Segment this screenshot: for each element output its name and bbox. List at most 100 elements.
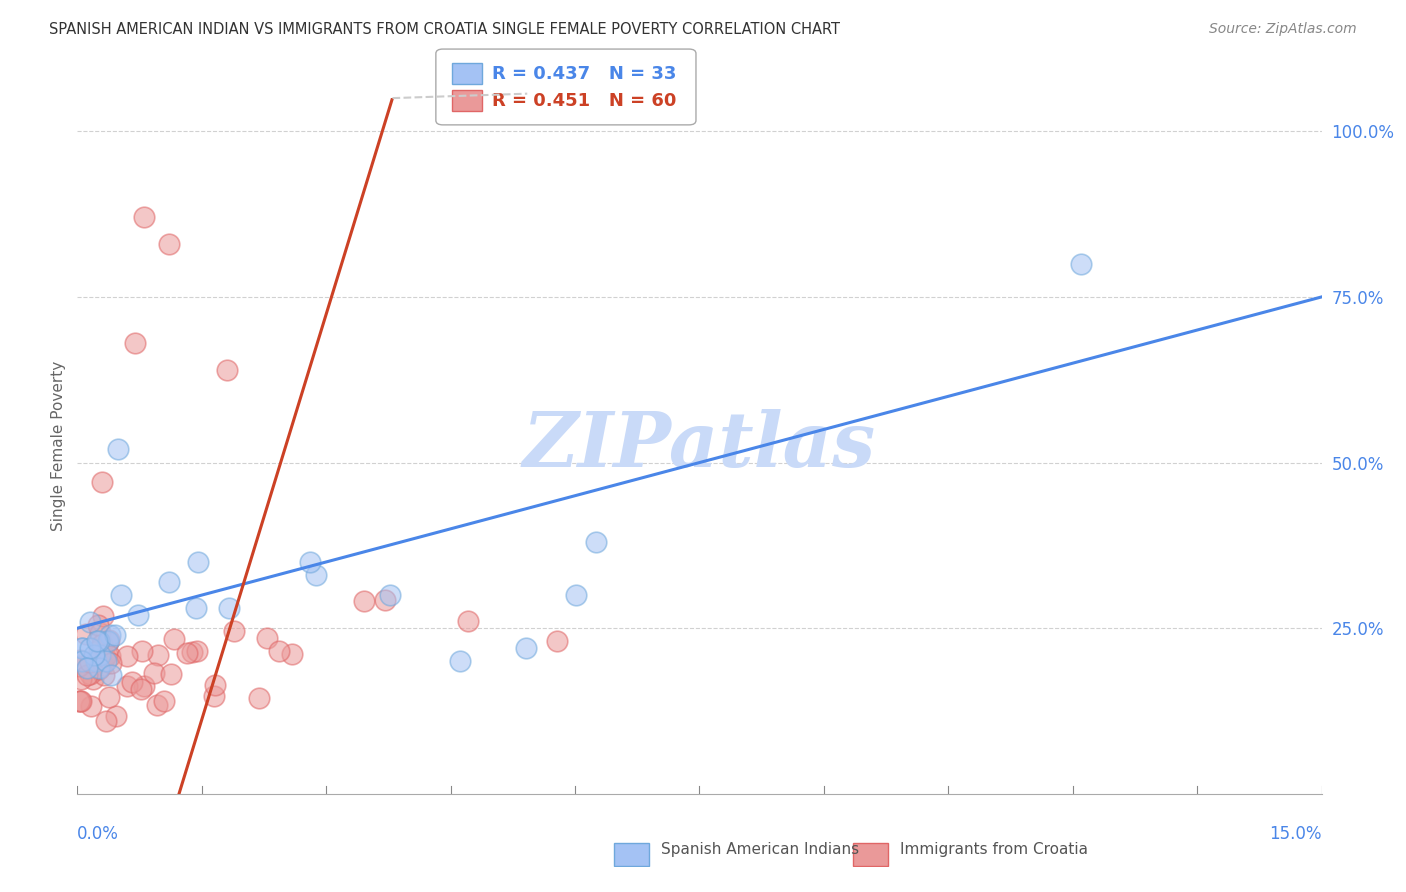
Point bbox=[98, 648, 121, 663]
Bar bbox=[453, 63, 482, 84]
Point bbox=[115, 648, 138, 663]
Point bbox=[180, 645, 202, 659]
Point bbox=[204, 678, 226, 692]
Point bbox=[184, 601, 207, 615]
Point bbox=[107, 442, 129, 457]
Point bbox=[89, 625, 111, 640]
Point bbox=[87, 661, 110, 675]
Point bbox=[115, 679, 138, 693]
Point bbox=[69, 694, 91, 708]
Point bbox=[163, 632, 186, 647]
Text: 0.0%: 0.0% bbox=[77, 825, 120, 843]
Point bbox=[145, 698, 167, 713]
Point bbox=[131, 644, 153, 658]
Point bbox=[79, 655, 101, 669]
Point bbox=[546, 634, 568, 648]
Point bbox=[87, 634, 110, 648]
Point bbox=[157, 236, 180, 251]
Point bbox=[222, 624, 245, 638]
Point bbox=[186, 644, 208, 658]
Point bbox=[67, 659, 90, 673]
Point bbox=[247, 691, 270, 706]
Point bbox=[380, 588, 402, 602]
Point bbox=[157, 574, 180, 589]
Point bbox=[269, 644, 291, 658]
Point bbox=[100, 667, 122, 681]
Point bbox=[515, 641, 537, 656]
Point bbox=[160, 666, 183, 681]
Point bbox=[449, 654, 471, 668]
Point bbox=[129, 681, 152, 696]
Point bbox=[70, 694, 93, 708]
Point bbox=[121, 674, 143, 689]
Point bbox=[281, 648, 304, 662]
Point bbox=[69, 673, 91, 687]
Point bbox=[89, 643, 111, 657]
Point bbox=[143, 666, 166, 681]
Point bbox=[67, 694, 90, 708]
Point bbox=[70, 654, 93, 668]
Point bbox=[97, 634, 120, 648]
Text: Source: ZipAtlas.com: Source: ZipAtlas.com bbox=[1209, 22, 1357, 37]
Point bbox=[97, 690, 120, 705]
Point bbox=[70, 641, 93, 656]
Point bbox=[86, 654, 108, 668]
Point bbox=[91, 609, 114, 624]
Point bbox=[98, 628, 121, 642]
Point bbox=[87, 662, 110, 676]
Point bbox=[353, 594, 375, 608]
Bar bbox=[453, 90, 482, 112]
Text: Immigrants from Croatia: Immigrants from Croatia bbox=[900, 842, 1088, 856]
Point bbox=[134, 679, 156, 693]
Text: ZIPatlas: ZIPatlas bbox=[523, 409, 876, 483]
Point bbox=[87, 617, 110, 632]
Point bbox=[146, 648, 169, 662]
Point bbox=[374, 592, 396, 607]
Point bbox=[79, 641, 101, 656]
Point bbox=[82, 672, 104, 686]
Point bbox=[76, 668, 98, 682]
Text: Spanish American Indians: Spanish American Indians bbox=[661, 842, 859, 856]
Point bbox=[93, 668, 115, 682]
Point bbox=[1070, 257, 1092, 271]
Point bbox=[76, 661, 98, 675]
Point bbox=[93, 658, 115, 673]
Point bbox=[110, 588, 132, 602]
Text: 15.0%: 15.0% bbox=[1270, 825, 1322, 843]
Point bbox=[176, 646, 198, 660]
Point bbox=[100, 657, 122, 671]
Text: R = 0.437   N = 33: R = 0.437 N = 33 bbox=[492, 64, 676, 83]
Point bbox=[457, 615, 479, 629]
Y-axis label: Single Female Poverty: Single Female Poverty bbox=[51, 361, 66, 531]
Point bbox=[218, 601, 240, 615]
Point bbox=[86, 634, 108, 648]
Point bbox=[299, 555, 322, 569]
Point bbox=[79, 666, 101, 681]
Point bbox=[256, 631, 278, 645]
Point bbox=[76, 627, 98, 641]
Point bbox=[97, 634, 120, 648]
Point bbox=[127, 607, 149, 622]
Point bbox=[132, 211, 155, 225]
Point bbox=[83, 648, 105, 662]
Point bbox=[94, 714, 117, 728]
Point bbox=[98, 633, 121, 648]
Point bbox=[91, 475, 114, 490]
Point bbox=[564, 588, 586, 602]
Point bbox=[96, 647, 118, 661]
Point bbox=[202, 690, 225, 704]
Point bbox=[585, 535, 607, 549]
Point bbox=[70, 641, 93, 656]
Text: SPANISH AMERICAN INDIAN VS IMMIGRANTS FROM CROATIA SINGLE FEMALE POVERTY CORRELA: SPANISH AMERICAN INDIAN VS IMMIGRANTS FR… bbox=[49, 22, 841, 37]
Point bbox=[90, 637, 112, 651]
Point bbox=[94, 650, 117, 665]
Point bbox=[104, 628, 127, 642]
Point bbox=[79, 615, 101, 629]
Point bbox=[104, 709, 127, 723]
Point bbox=[94, 654, 117, 668]
Point bbox=[215, 363, 238, 377]
Point bbox=[153, 694, 176, 708]
Point bbox=[304, 568, 326, 582]
Point bbox=[69, 653, 91, 667]
Text: R = 0.451   N = 60: R = 0.451 N = 60 bbox=[492, 92, 676, 110]
